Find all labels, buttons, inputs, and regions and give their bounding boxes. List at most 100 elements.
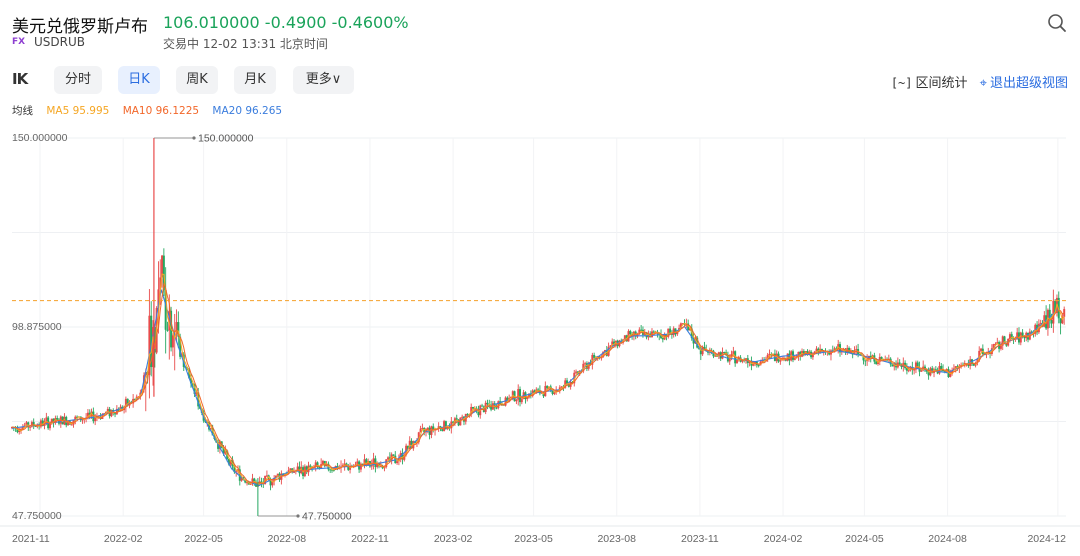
candle-body [70,424,73,426]
candle-body [699,348,702,355]
ma10-line [11,282,1065,485]
candle-body [372,458,375,465]
candle-body [309,465,312,467]
candle-body [1059,318,1062,324]
candle-body [533,390,536,393]
candle-body [500,404,503,406]
x-tick-label: 2024-02 [764,533,803,545]
exit-super-view-button[interactable]: ⌖ 退出超级视图 [980,76,1068,91]
candle-body [1054,300,1057,314]
candle-body [419,428,422,433]
tab-daily-k[interactable]: 日K [118,66,160,94]
candle-body [629,331,632,335]
candle-body [240,477,243,481]
candle-body [688,328,691,331]
candle-body [898,362,901,366]
candle-body [660,334,663,338]
candle-body [229,459,232,465]
candle-body [806,351,809,355]
candle-body [972,363,975,366]
candle-body [18,430,21,433]
candle-body [603,350,606,352]
candle-body [150,315,153,368]
candle-body [517,389,520,400]
candle-body [236,469,239,472]
candle-body [305,466,308,473]
candle-body [954,366,957,369]
candle-body [486,402,489,405]
candle-body [566,380,569,384]
candle-body [802,351,805,356]
candle-body [455,418,458,420]
candle-body [546,385,549,389]
range-stats-button[interactable]: [~] 区间统计 [891,76,968,91]
candle-body [723,351,726,353]
candle-body [349,465,352,470]
chart-toolbar: IK 分时 日K 周K 月K 更多∨ [~] 区间统计 ⌖ 退出超级视图 [12,64,1068,96]
candle-body [914,362,917,370]
candle-body [95,416,98,418]
candle-body [115,408,118,415]
candle-body [564,380,567,388]
ma-lines [11,273,1065,487]
candle-body [495,407,498,409]
candle-body [179,336,182,357]
candle-body [289,468,292,471]
candle-body [923,366,926,370]
candle-body [334,466,337,470]
candle-body [218,441,221,449]
high-marker-dot [192,136,196,140]
candle-body [679,323,682,328]
candle-body [589,362,592,365]
candle-body [365,459,368,466]
candle-body [687,323,690,331]
candle-body [519,389,522,403]
panel-toggle-icon[interactable]: IK [12,70,28,88]
candle-body [853,350,856,355]
candle-body [837,344,840,349]
candle-body [16,428,19,433]
candle-body [585,363,588,369]
tab-weekly-k[interactable]: 周K [176,66,218,94]
candle-body [473,408,476,410]
candlestick-chart[interactable]: 150.000000 47.750000 2021-11 2022-02 2022-0… [0,120,1080,556]
search-icon[interactable] [1046,12,1068,34]
candle-body [394,455,397,464]
candle-body [714,355,717,357]
candle-body [811,354,814,358]
candle-body [788,353,791,361]
candle-body [34,425,37,427]
candle-body [376,463,379,467]
candle-body [1023,335,1026,339]
x-tick-label: 2023-05 [514,533,553,545]
x-tick-label: 2024-05 [845,533,884,545]
candle-body [260,481,263,483]
candle-body [999,345,1002,349]
tab-intraday[interactable]: 分时 [54,66,102,94]
tab-monthly-k[interactable]: 月K [234,66,276,94]
candle-body [88,412,91,416]
candle-body [274,475,277,479]
candle-body [768,353,771,355]
low-marker-dot [296,514,300,518]
candle-body [1030,331,1033,333]
candle-body [74,416,77,421]
candle-body [591,354,594,365]
candle-body [52,418,55,423]
candle-body [222,447,225,454]
fx-badge: FX [12,37,26,47]
high-annotation: 150.000000 [198,133,254,145]
tab-more[interactable]: 更多∨ [293,66,354,94]
candle-body [296,466,299,471]
candle-body [25,422,28,426]
candle-body [949,373,952,378]
candle-body [907,370,910,372]
candle-body [443,421,446,432]
candle-body [224,450,227,454]
candle-body [470,406,473,415]
candle-body [913,369,916,371]
candle-body [106,408,109,412]
candle-body [238,469,241,481]
candle-body [45,417,48,422]
candle-body [900,365,903,367]
